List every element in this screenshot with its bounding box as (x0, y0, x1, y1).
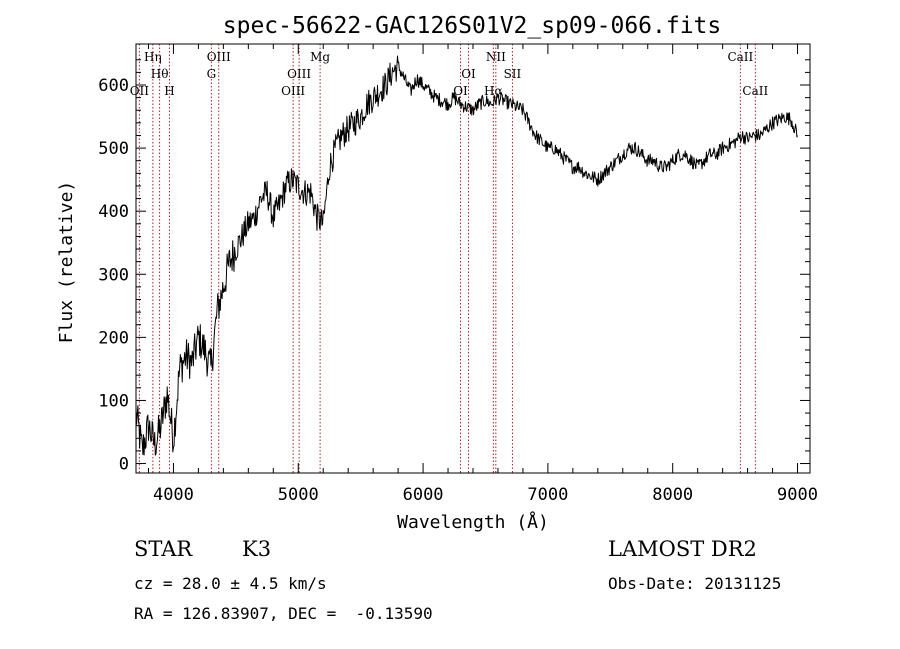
line-marker-label: Mg (310, 50, 330, 64)
line-marker-label: OI (461, 67, 476, 81)
x-tick-label: 8000 (652, 485, 693, 505)
line-marker-label: OIII (287, 67, 311, 81)
line-marker-label: OIII (207, 50, 231, 64)
line-marker-label: CaII (727, 50, 753, 64)
object-class: STAR (134, 537, 193, 561)
spectrum-line (135, 55, 798, 456)
y-tick-label: 200 (98, 328, 129, 348)
y-tick-label: 500 (98, 139, 129, 159)
y-tick-label: 600 (98, 76, 129, 96)
line-marker-label: NII (486, 50, 506, 64)
y-tick-labels: 0 100 200 300 400 500 600 (98, 76, 129, 475)
chart-title: spec-56622-GAC126S01V2_sp09-066.fits (223, 13, 722, 39)
line-marker-label: G (207, 67, 217, 81)
observation-date: Obs-Date: 20131125 (608, 574, 782, 593)
y-tick-label: 0 (119, 455, 129, 475)
y-tick-label: 100 (98, 391, 129, 411)
survey-name: LAMOST DR2 (608, 537, 757, 561)
x-tick-label: 7000 (527, 485, 568, 505)
coordinates: RA = 126.83907, DEC = -0.13590 (134, 604, 433, 623)
line-marker-label: Hα (484, 84, 503, 98)
redshift-value: cz = 28.0 ± 4.5 km/s (134, 574, 327, 593)
x-tick-label: 4000 (153, 485, 194, 505)
y-tick-label: 300 (98, 265, 129, 285)
line-marker-label: H (164, 84, 174, 98)
x-tick-label: 5000 (278, 485, 319, 505)
x-tick-label: 9000 (777, 485, 818, 505)
x-tick-labels: 4000 5000 6000 7000 8000 9000 (153, 485, 818, 505)
axis-ticks (136, 44, 810, 473)
line-marker-label: CaII (742, 84, 768, 98)
line-marker-label: OII (130, 84, 150, 98)
y-tick-label: 400 (98, 202, 129, 222)
x-axis-label: Wavelength (Å) (397, 511, 549, 533)
object-subclass: K3 (242, 537, 272, 561)
line-marker-label: Hη (144, 50, 162, 64)
line-marker-label: SII (504, 67, 522, 81)
line-marker-label: Hθ (151, 67, 169, 81)
line-marker-label: OI (453, 84, 468, 98)
line-marker-label: OIII (281, 84, 305, 98)
x-tick-label: 6000 (403, 485, 444, 505)
y-axis-label: Flux (relative) (56, 181, 77, 344)
